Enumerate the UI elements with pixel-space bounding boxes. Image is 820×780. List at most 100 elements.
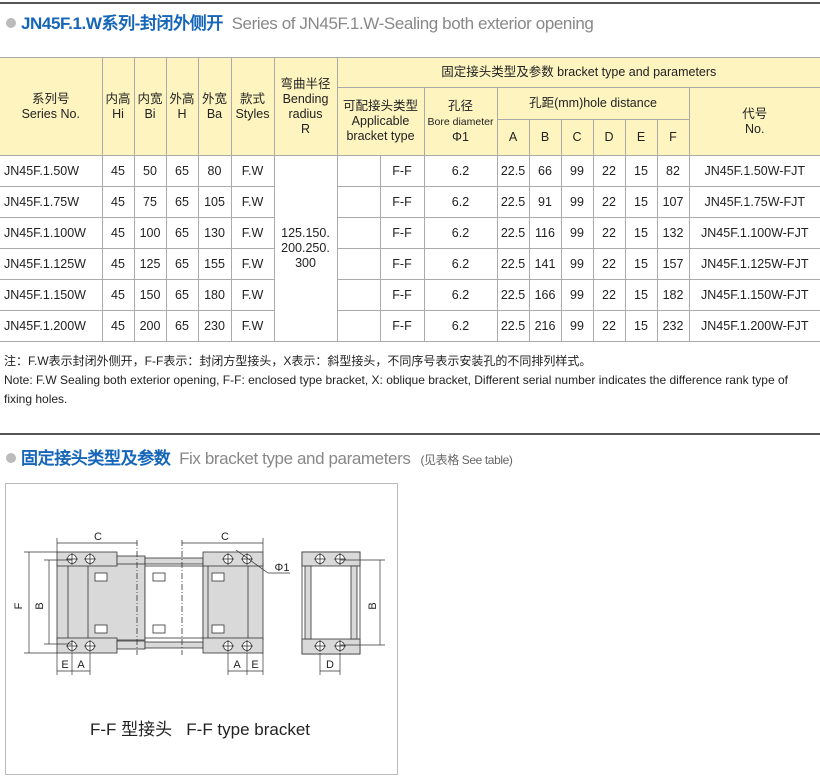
cell-bore: 6.2	[423, 186, 498, 218]
header-bi: 内宽 Bi	[133, 57, 167, 156]
header-h: 外高 H	[165, 57, 199, 156]
cell-f: 182	[656, 279, 690, 311]
cell-style: F.W	[230, 248, 275, 280]
drawing-caption: F-F 型接头 F-F type bracket	[90, 720, 310, 739]
drawing-frame	[5, 483, 398, 775]
cell-series: JN45F.1.50W	[0, 155, 103, 187]
cell-f: 157	[656, 248, 690, 280]
cell-h: 65	[165, 155, 199, 187]
mounting-hole-icon	[66, 553, 78, 565]
header-applicable: 可配接头类型 Applicable bracket type	[337, 87, 425, 156]
cell-style: F.W	[230, 186, 275, 218]
cell-series: JN45F.1.200W	[0, 310, 103, 342]
cell-ba: 80	[197, 155, 232, 187]
cell-d: 22	[592, 155, 626, 187]
cell-e: 15	[624, 186, 658, 218]
cell-hi: 45	[101, 217, 135, 249]
cell-d: 22	[592, 186, 626, 218]
cell-code: JN45F.1.150W-FJT	[688, 279, 820, 311]
cell-c: 99	[560, 248, 594, 280]
header-series: 系列号 Series No.	[0, 57, 103, 156]
cell-c: 99	[560, 279, 594, 311]
label-f: F	[13, 602, 25, 609]
top-rule	[0, 2, 820, 4]
cell-a: 22.5	[496, 217, 530, 249]
title-cn: 固定接头类型及参数	[21, 449, 171, 468]
cell-series: JN45F.1.100W	[0, 217, 103, 249]
cell-d: 22	[592, 279, 626, 311]
table-row: JN45F.1.100W 45 100 65 130 F.W F-F 6.2 22.5 116 99…	[0, 217, 820, 249]
label-d: D	[326, 659, 334, 671]
cell-h: 65	[165, 248, 199, 280]
cell-f: 107	[656, 186, 690, 218]
cell-blank	[336, 186, 381, 218]
side-view	[301, 551, 361, 655]
section-title-bracket: 固定接头类型及参数 Fix bracket type and parameter…	[6, 444, 513, 469]
cell-type: F-F	[379, 310, 425, 342]
cell-d: 22	[592, 217, 626, 249]
cell-bi: 200	[133, 310, 167, 342]
cell-hi: 45	[101, 279, 135, 311]
header-ba: 外宽 Ba	[197, 57, 232, 156]
cell-c: 99	[560, 217, 594, 249]
title-en: Series of JN45F.1.W-Sealing both exterio…	[231, 14, 594, 33]
cell-f: 82	[656, 155, 690, 187]
section-title-series: JN45F.1.W系列-封闭外侧开 Series of JN45F.1.W-Se…	[6, 9, 594, 34]
cell-c: 99	[560, 310, 594, 342]
label-c-right: C	[221, 531, 229, 543]
cell-e: 15	[624, 217, 658, 249]
cell-type: F-F	[379, 186, 425, 218]
header-b: B	[528, 119, 562, 156]
cell-b: 141	[528, 248, 562, 280]
cell-a: 22.5	[496, 279, 530, 311]
cell-b: 91	[528, 186, 562, 218]
cell-blank	[336, 217, 381, 249]
table-row: JN45F.1.150W 45 150 65 180 F.W F-F 6.2 22.5 166 99…	[0, 279, 820, 311]
label-c-left: C	[94, 531, 102, 543]
cell-a: 22.5	[496, 248, 530, 280]
cell-bore: 6.2	[423, 155, 498, 187]
notes: 注：F.W表示封闭外侧开，F-F表示：封闭方型接头，X表示：斜型接头，不同序号表…	[4, 352, 818, 409]
cell-blank	[336, 155, 381, 187]
cell-e: 15	[624, 155, 658, 187]
cell-d: 22	[592, 310, 626, 342]
mounting-hole-icon	[84, 640, 96, 652]
bullet-icon	[6, 453, 16, 463]
cell-h: 65	[165, 310, 199, 342]
cell-hi: 45	[101, 310, 135, 342]
mounting-hole-icon	[241, 553, 253, 565]
cell-series: JN45F.1.75W	[0, 186, 103, 218]
bullet-icon	[6, 18, 16, 28]
header-bracket-group: 固定接头类型及参数 bracket type and parameters	[336, 57, 820, 88]
cell-h: 65	[165, 186, 199, 218]
cell-hi: 45	[101, 248, 135, 280]
cell-f: 232	[656, 310, 690, 342]
cell-d: 22	[592, 248, 626, 280]
cell-e: 15	[624, 310, 658, 342]
table-row: JN45F.1.200W 45 200 65 230 F.W F-F 6.2 22.5 216 99…	[0, 310, 820, 342]
cell-blank	[336, 248, 381, 280]
header-e: E	[624, 119, 658, 156]
table-row: JN45F.1.125W 45 125 65 155 F.W F-F 6.2 22.5 141 99…	[0, 248, 820, 280]
cell-code: JN45F.1.200W-FJT	[688, 310, 820, 342]
cell-ba: 105	[197, 186, 232, 218]
header-hi: 内高 Hi	[101, 57, 135, 156]
cell-bi: 125	[133, 248, 167, 280]
cell-bi: 50	[133, 155, 167, 187]
cell-b: 66	[528, 155, 562, 187]
cell-type: F-F	[379, 155, 425, 187]
cell-a: 22.5	[496, 310, 530, 342]
cell-style: F.W	[230, 279, 275, 311]
mounting-hole-icon	[334, 553, 346, 565]
cell-blank	[336, 279, 381, 311]
cell-style: F.W	[230, 217, 275, 249]
header-hole-distance: 孔距(mm)hole distance	[496, 87, 690, 120]
cell-bi: 150	[133, 279, 167, 311]
cell-type: F-F	[379, 279, 425, 311]
cell-series: JN45F.1.125W	[0, 248, 103, 280]
label-e-left: E	[61, 659, 68, 671]
cell-code: JN45F.1.125W-FJT	[688, 248, 820, 280]
label-b-right: B	[367, 602, 379, 609]
cell-bi: 75	[133, 186, 167, 218]
cell-a: 22.5	[496, 186, 530, 218]
